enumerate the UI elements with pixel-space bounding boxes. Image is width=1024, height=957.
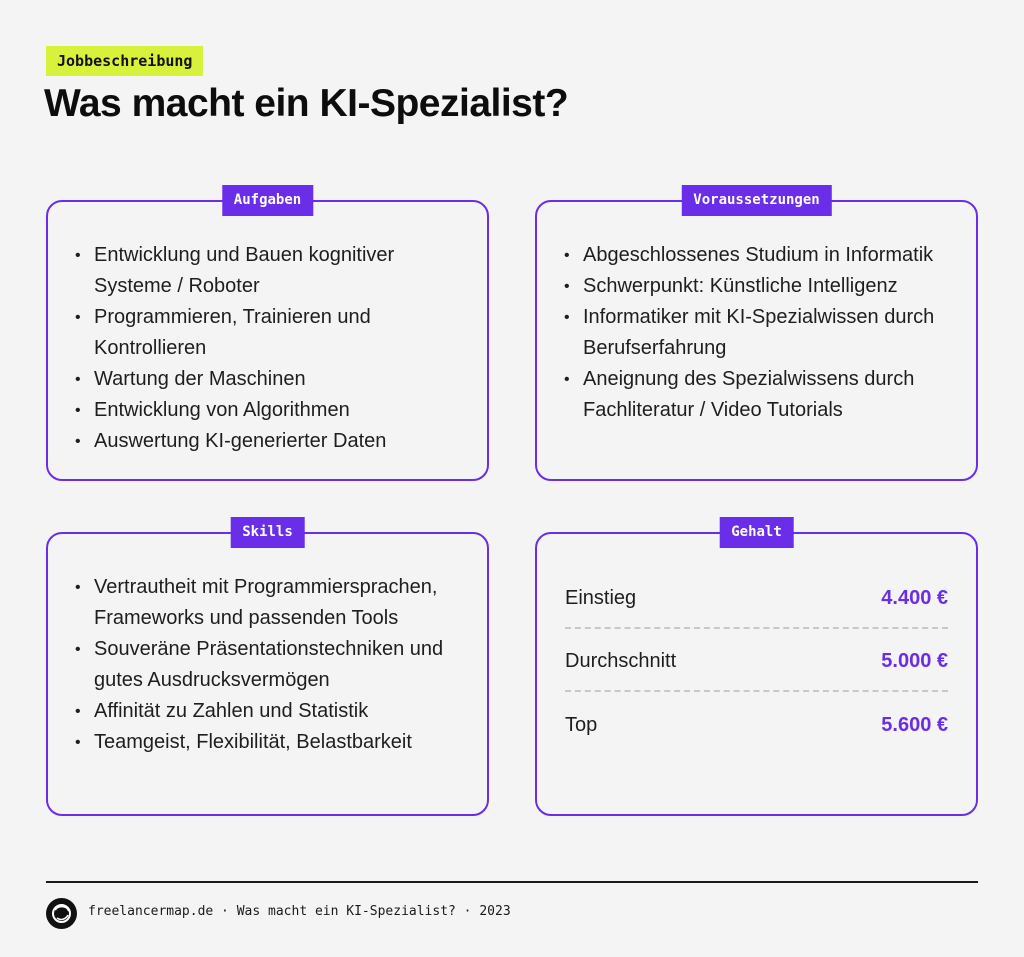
salary-row-einstieg: Einstieg 4.400 € (565, 570, 948, 629)
list-item: • Souveräne Präsentationstechniken und gu… (75, 634, 473, 696)
page-title: Was macht ein KI-Spezialist? (44, 82, 569, 125)
skills-list: • Vertrautheit mit Programmiersprachen, F… (75, 572, 473, 758)
salary-row-durchschnitt: Durchschnitt 5.000 € (565, 633, 948, 692)
category-tag: Jobbeschreibung (46, 46, 204, 76)
bullet-icon: • (564, 247, 570, 264)
list-item: • Informatiker mit KI-Spezialwissen durch… (564, 302, 962, 364)
bullet-icon: • (75, 402, 81, 419)
list-item: • Aneignung des Spezialwissens durch Fach… (564, 364, 962, 426)
salary-value: 4.400 € (881, 587, 948, 609)
bullet-icon: • (75, 703, 81, 720)
gehalt-card: Gehalt Einstieg 4.400 € Durchschnitt 5.0… (535, 517, 978, 816)
bullet-icon: • (564, 371, 570, 388)
footer-text: freelancermap.de · Was macht ein KI-Spez… (88, 904, 511, 919)
bullet-icon: • (75, 579, 81, 596)
salary-value: 5.000 € (881, 650, 948, 672)
bullet-icon: • (75, 641, 81, 658)
list-item: • Entwicklung und Bauen kognitiver System… (75, 240, 473, 302)
voraussetzungen-list: • Abgeschlossenes Studium in Informatik •… (564, 240, 962, 426)
list-item: • Vertrautheit mit Programmiersprachen, F… (75, 572, 473, 634)
list-item: • Abgeschlossenes Studium in Informatik (564, 240, 962, 271)
skills-label: Skills (230, 517, 305, 548)
bullet-icon: • (75, 734, 81, 751)
bullet-icon: • (75, 371, 81, 388)
list-item: • Schwerpunkt: Künstliche Intelligenz (564, 271, 962, 302)
salary-label: Durchschnitt (565, 650, 677, 672)
gehalt-label: Gehalt (719, 517, 794, 548)
list-item: • Entwicklung von Algorithmen (75, 395, 473, 426)
freelancermap-logo-icon (46, 898, 77, 929)
list-item: • Teamgeist, Flexibilität, Belastbarkeit (75, 727, 473, 758)
voraussetzungen-card: Voraussetzungen • Abgeschlossenes Studium… (535, 185, 978, 481)
bullet-icon: • (75, 433, 81, 450)
bullet-icon: • (564, 309, 570, 326)
bullet-icon: • (75, 309, 81, 326)
aufgaben-label: Aufgaben (221, 185, 314, 216)
bullet-icon: • (75, 247, 81, 264)
salary-row-top: Top 5.600 € (565, 696, 948, 755)
salary-label: Einstieg (565, 587, 637, 609)
aufgaben-list: • Entwicklung und Bauen kognitiver System… (75, 240, 473, 457)
list-item: • Auswertung KI-generierter Daten (75, 426, 473, 457)
salary-value: 5.600 € (881, 714, 948, 736)
list-item: • Wartung der Maschinen (75, 364, 473, 395)
list-item: • Programmieren, Trainieren und Kontrolli… (75, 302, 473, 364)
voraussetzungen-label: Voraussetzungen (681, 185, 832, 216)
footer-divider (46, 881, 978, 883)
list-item: • Affinität zu Zahlen und Statistik (75, 696, 473, 727)
skills-card: Skills • Vertrautheit mit Programmierspra… (46, 517, 489, 816)
bullet-icon: • (564, 278, 570, 295)
salary-table: Einstieg 4.400 € Durchschnitt 5.000 € To… (565, 570, 948, 755)
salary-label: Top (565, 714, 598, 736)
aufgaben-card: Aufgaben • Entwicklung und Bauen kognitiv… (46, 185, 489, 481)
